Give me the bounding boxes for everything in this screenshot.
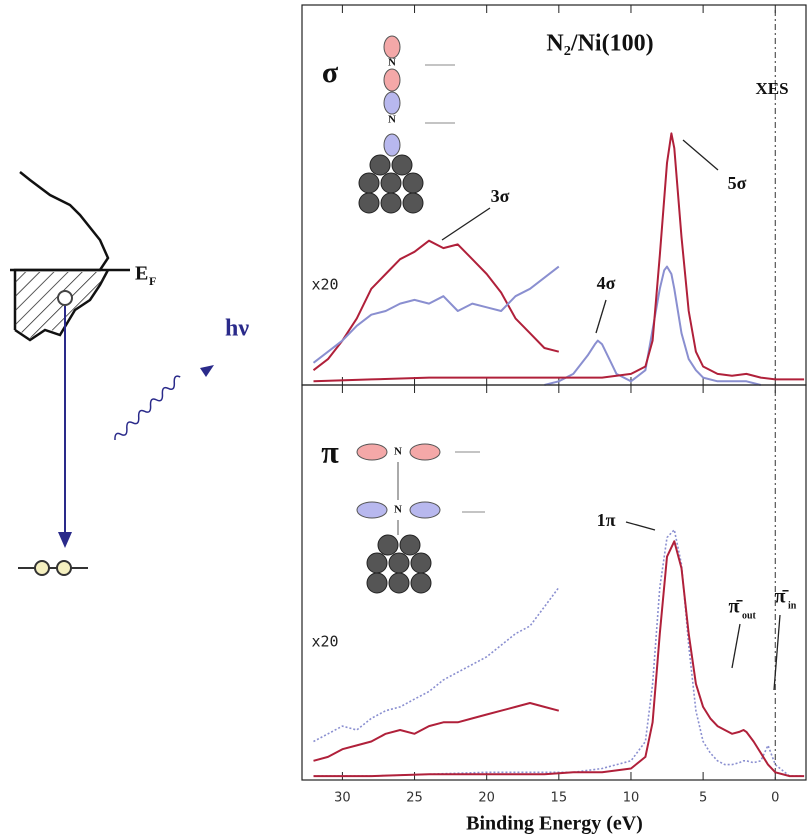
x-tick-label: 30 [334,791,351,806]
spectrum-line [312,239,560,371]
annotation: 1π [597,510,616,530]
annotation: N₂/Ni(100) [546,31,653,57]
molecule-pi: N N [356,443,485,594]
plot-frame [301,384,807,781]
annotation-sub: in [788,600,797,611]
spectrum-line [313,529,805,777]
annotation: XES [755,79,788,98]
spectrum-line [544,265,762,386]
annotation: 5σ [728,173,747,193]
annotation: 4σ [597,273,616,293]
x-tick-label: 25 [406,791,423,806]
fermi-label: E [135,263,148,285]
x-axis-label: Binding Energy (eV) [466,813,643,835]
annotation: 3σ [491,186,510,206]
plot-frame [301,4,807,386]
leader-line [441,207,491,241]
x-tick-label: 0 [771,791,779,806]
x-tick-label: 20 [478,791,495,806]
x-tick-label: 5 [699,791,707,806]
photon-label: hν [225,316,249,342]
band-schematic: E F hν [10,171,249,576]
spectrum-line [313,132,805,383]
panel: N₂/Ni(100) σ XES 5σ 3σ 4σ x20 [301,4,807,386]
x-tick-label: 15 [551,791,568,806]
annotation: π [321,433,339,469]
annotation: x20 [311,276,338,294]
spectrum-line [313,540,805,778]
annotation: σ [322,56,339,89]
spectrum-line [313,587,560,743]
leader-line [773,614,781,691]
leader-line [682,139,719,171]
spectrum-line [312,265,560,364]
atom-label: N [394,446,402,458]
fermi-sub: F [149,274,156,288]
annotation: x20 [311,633,338,651]
atom-label: N [388,57,396,69]
annotation-sub: out [742,610,757,621]
leader-line [595,299,607,334]
leader-line [625,521,656,531]
molecule-sigma: N N [358,35,455,214]
atom-label: N [388,114,396,126]
x-tick-label: 10 [623,791,640,806]
atom-label: N [394,504,402,516]
spectrum-line [313,702,560,762]
leader-line [731,623,741,669]
